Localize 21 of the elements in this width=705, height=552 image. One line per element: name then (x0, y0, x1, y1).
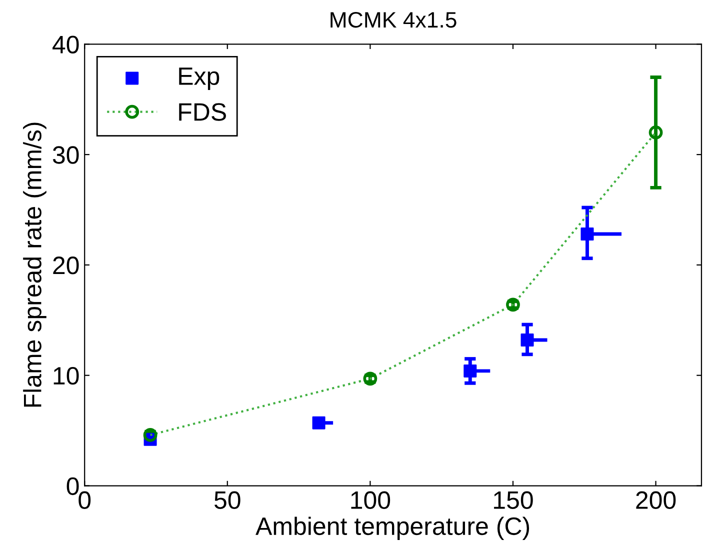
y-axis-title: Flame spread rate (mm/s) (23, 122, 46, 407)
point (648, 126, 663, 140)
x-tick-label: 200 (636, 491, 676, 509)
x-tick-label: 50 (214, 491, 240, 509)
chart-title: MCMK 4x1.5 (330, 12, 456, 28)
point (312, 416, 326, 430)
y-tick-label: 30 (52, 146, 79, 164)
x-axis-title: Ambient temperature (C) (256, 516, 530, 540)
x-tick-label: 100 (351, 491, 390, 509)
y-tick-label: 20 (53, 256, 79, 274)
y-tick-label: 0 (66, 477, 79, 496)
point (580, 228, 594, 241)
point (143, 428, 158, 442)
y-tick-label: 10 (54, 366, 79, 385)
y-tick-label: 40 (52, 36, 79, 54)
point (464, 364, 477, 378)
x-tick-label: 150 (494, 491, 533, 509)
legend-label: FDS (179, 103, 226, 121)
x-tick-label: 0 (78, 491, 91, 509)
legend-label: Exp (179, 68, 220, 90)
point (520, 334, 534, 347)
